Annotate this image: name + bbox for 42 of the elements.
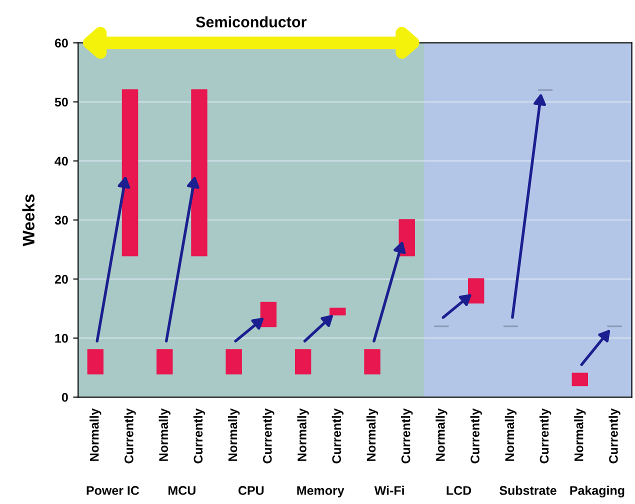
text: CPU — [238, 486, 264, 495]
text: Pakaging — [570, 486, 624, 498]
text: LCD — [446, 486, 472, 495]
text: Substrate — [500, 486, 556, 495]
bar — [294, 349, 312, 374]
x-tick-label: Normally — [90, 408, 102, 461]
text: Semiconductor — [196, 16, 307, 28]
x-tick-label: Normally — [436, 408, 448, 461]
text: MCU — [168, 486, 196, 495]
bar — [330, 308, 346, 316]
y-tick-label: 30 — [54, 216, 68, 225]
y-tick-label: 0 — [62, 392, 68, 402]
x-tick-label: Currently — [539, 408, 552, 464]
x-tick-label: Normally — [504, 408, 517, 461]
y-tick-label: 50 — [54, 98, 68, 107]
y-tick-label: 20 — [54, 274, 68, 284]
bar — [468, 278, 484, 304]
x-tick-label: Currently — [332, 408, 344, 464]
bar — [364, 349, 380, 374]
x-tick-label: Normally — [366, 408, 378, 461]
x-tick-label: Currently — [124, 408, 136, 464]
text: Wi-Fi — [374, 486, 404, 495]
x-tick-label: Normally — [158, 408, 170, 461]
x-tick-label: Currently — [193, 408, 206, 464]
x-tick-label: Currently — [470, 408, 482, 464]
bar — [260, 302, 277, 328]
x-tick-label: Currently — [262, 408, 274, 464]
bar — [226, 349, 242, 374]
text: Power IC — [86, 486, 140, 495]
y-tick-label: 10 — [55, 334, 68, 343]
x-tick-label: Normally — [297, 408, 309, 461]
x-tick-label: Normally — [574, 408, 586, 461]
bar — [87, 349, 104, 374]
y-tick-label: 60 — [54, 38, 68, 48]
y-tick-label: 40 — [54, 156, 68, 166]
bar — [156, 349, 173, 374]
x-tick-label: Currently — [608, 408, 620, 464]
text: Memory — [297, 486, 344, 498]
bar — [572, 372, 588, 386]
y-axis-title: Weeks — [22, 194, 35, 246]
x-tick-label: Normally — [228, 408, 240, 461]
x-tick-label: Currently — [401, 408, 413, 464]
